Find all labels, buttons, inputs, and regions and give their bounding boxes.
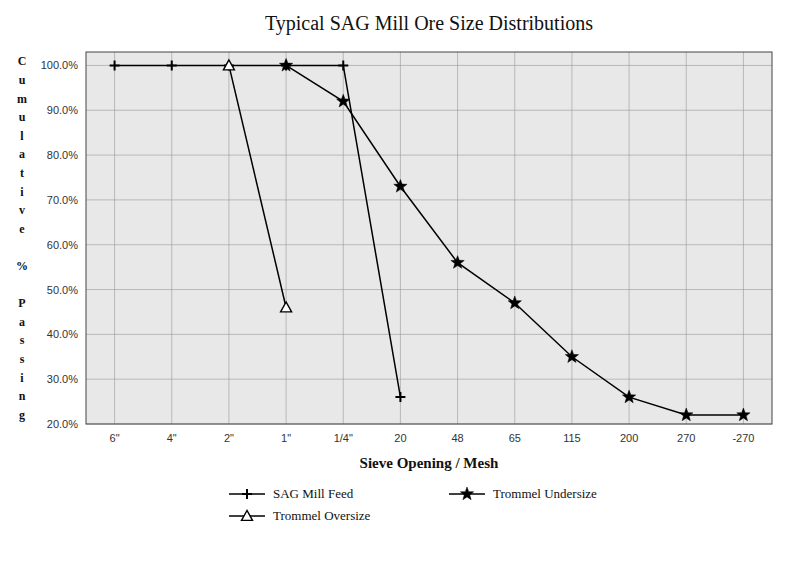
series-marker <box>337 94 350 107</box>
y-tick-label: 20.0% <box>47 418 78 430</box>
y-axis-label-char: e <box>19 222 25 236</box>
y-axis-label-char: i <box>20 185 24 199</box>
y-axis-label-char: n <box>19 389 26 403</box>
y-axis-label-char: v <box>19 203 25 217</box>
y-grid-line <box>86 110 772 111</box>
y-axis-label-char: a <box>19 147 25 161</box>
x-tick-label: -270 <box>732 432 754 444</box>
x-tick-label: 270 <box>677 432 695 444</box>
legend-item: Trommel Oversize <box>229 508 371 523</box>
series-marker <box>224 60 234 70</box>
y-grid-line <box>86 379 772 380</box>
series-marker <box>223 60 234 70</box>
legend-item: SAG Mill Feed <box>229 486 354 501</box>
y-axis-label-char: t <box>20 166 24 180</box>
y-axis-label-char: s <box>20 333 25 347</box>
y-axis-label-char <box>21 240 24 254</box>
chart-svg: Typical SAG Mill Ore Size Distributions 2… <box>0 0 796 564</box>
y-grid-line <box>86 289 772 290</box>
series-marker <box>338 60 348 70</box>
y-axis-label-char: l <box>20 129 24 143</box>
x-axis-label: Sieve Opening / Mesh <box>360 455 499 471</box>
y-tick-label: 30.0% <box>47 373 78 385</box>
x-tick-label: 6" <box>110 432 120 444</box>
chart-container: Typical SAG Mill Ore Size Distributions 2… <box>0 0 796 564</box>
series-marker <box>565 350 578 363</box>
x-tick-label: 20 <box>394 432 406 444</box>
y-axis-label-char: a <box>19 315 25 329</box>
legend-marker <box>242 489 252 499</box>
series-line <box>286 65 743 415</box>
series-marker <box>395 392 405 402</box>
series-marker <box>167 60 177 70</box>
title: Typical SAG Mill Ore Size Distributions <box>265 12 593 35</box>
series-marker <box>737 408 750 421</box>
x-tick-label: 4" <box>167 432 177 444</box>
y-grid-line <box>86 334 772 335</box>
x-grid-line <box>114 52 115 424</box>
series-marker <box>451 256 464 269</box>
x-grid-line <box>686 52 687 424</box>
legend-label: Trommel Undersize <box>493 486 597 501</box>
x-grid-line <box>629 52 630 424</box>
grid <box>86 52 772 424</box>
legend-label: Trommel Oversize <box>273 508 371 523</box>
series-line <box>115 65 401 397</box>
y-axis-label-char: % <box>16 259 28 273</box>
x-tick-label: 1" <box>281 432 291 444</box>
y-axis-label-char: m <box>17 92 27 106</box>
y-axis-label: Cumulative % Passing <box>16 54 28 421</box>
x-tick-label: 2" <box>224 432 234 444</box>
series-group <box>110 58 750 420</box>
series-marker <box>622 390 635 403</box>
y-grid-line <box>86 199 772 200</box>
y-tick-label: 90.0% <box>47 104 78 116</box>
x-grid-line <box>171 52 172 424</box>
series-marker <box>680 408 693 421</box>
x-grid-line <box>457 52 458 424</box>
y-axis-label-char <box>21 278 24 292</box>
y-tick-label: 60.0% <box>47 239 78 251</box>
series-line <box>229 65 286 307</box>
x-grid-line <box>743 52 744 424</box>
x-grid-line <box>286 52 287 424</box>
y-axis-label-char: g <box>19 408 25 422</box>
legend-item: Trommel Undersize <box>449 486 597 501</box>
y-axis-label-char: C <box>18 54 27 68</box>
series-marker <box>110 60 120 70</box>
x-grid-line <box>400 52 401 424</box>
x-grid-line <box>228 52 229 424</box>
series-marker <box>394 179 407 192</box>
x-tick-label: 200 <box>620 432 638 444</box>
legend-label: SAG Mill Feed <box>273 486 354 501</box>
x-grid-line <box>343 52 344 424</box>
series-marker <box>281 302 292 312</box>
legend: SAG Mill Feed Trommel Undersize Trommel Ov… <box>229 486 597 523</box>
legend-marker <box>242 511 253 521</box>
y-axis-label-char: u <box>19 73 26 87</box>
y-axis-label-char: P <box>18 296 25 310</box>
legend-marker <box>460 487 473 500</box>
y-axis-label-char: s <box>20 352 25 366</box>
x-tick-label: 48 <box>451 432 463 444</box>
y-grid-line <box>86 244 772 245</box>
x-tick-label: 65 <box>509 432 521 444</box>
y-axis-label-char: u <box>19 110 26 124</box>
series-marker <box>279 58 292 71</box>
series-marker <box>508 296 521 309</box>
y-tick-label: 80.0% <box>47 149 78 161</box>
x-tick-label: 1/4" <box>334 432 353 444</box>
x-tick-label: 115 <box>563 432 581 444</box>
y-tick-label: 50.0% <box>47 284 78 296</box>
plot-frame <box>86 52 772 424</box>
y-tick-label: 70.0% <box>47 194 78 206</box>
x-grid-line <box>571 52 572 424</box>
y-grid-line <box>86 155 772 156</box>
y-tick-label: 40.0% <box>47 328 78 340</box>
x-grid-line <box>514 52 515 424</box>
y-axis-label-char: i <box>20 371 24 385</box>
y-tick-label: 100.0% <box>41 59 79 71</box>
plot-background <box>86 52 772 424</box>
